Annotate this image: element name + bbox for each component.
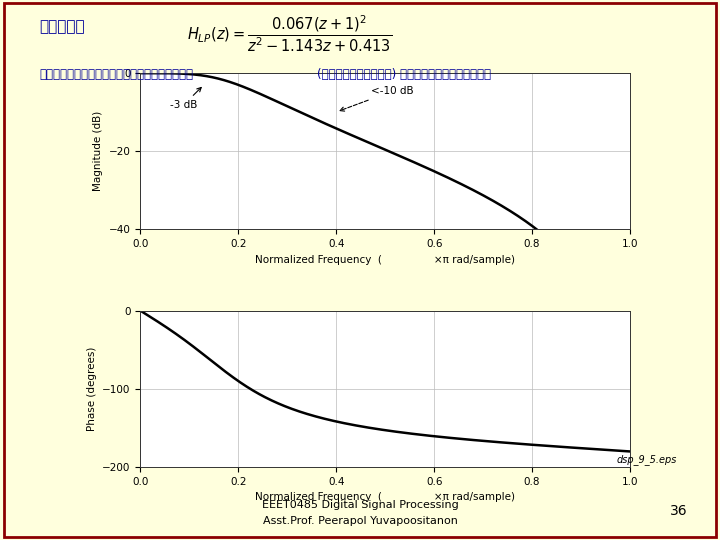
Text: dsp_9_5.eps: dsp_9_5.eps	[616, 455, 677, 465]
Text: (ขนาดและเฟส) แสดงดงข้างลาง: (ขนาดและเฟส) แสดงดงข้างลาง	[317, 68, 491, 80]
Y-axis label: Magnitude (dB): Magnitude (dB)	[94, 111, 103, 191]
Text: <-10 dB: <-10 dB	[340, 86, 413, 111]
Text: -3 dB: -3 dB	[170, 87, 201, 110]
Text: 36: 36	[670, 504, 688, 518]
Text: Asst.Prof. Peerapol Yuvapoositanon: Asst.Prof. Peerapol Yuvapoositanon	[263, 516, 457, 526]
Y-axis label: Phase (degrees): Phase (degrees)	[86, 347, 96, 431]
Text: $H_{LP}(z) = \dfrac{0.067(z+1)^2}{z^2 - 1.143z + 0.413}$: $H_{LP}(z) = \dfrac{0.067(z+1)^2}{z^2 - …	[187, 14, 392, 55]
Text: ซึ่งมีผลตอบสนองความถี่: ซึ่งมีผลตอบสนองความถี่	[40, 68, 194, 80]
X-axis label: Normalized Frequency  (                ×π rad/sample): Normalized Frequency ( ×π rad/sample)	[255, 492, 516, 502]
Text: EEET0485 Digital Signal Processing: EEET0485 Digital Signal Processing	[261, 500, 459, 510]
X-axis label: Normalized Frequency  (                ×π rad/sample): Normalized Frequency ( ×π rad/sample)	[255, 254, 516, 265]
Text: เราได: เราได	[40, 19, 85, 34]
